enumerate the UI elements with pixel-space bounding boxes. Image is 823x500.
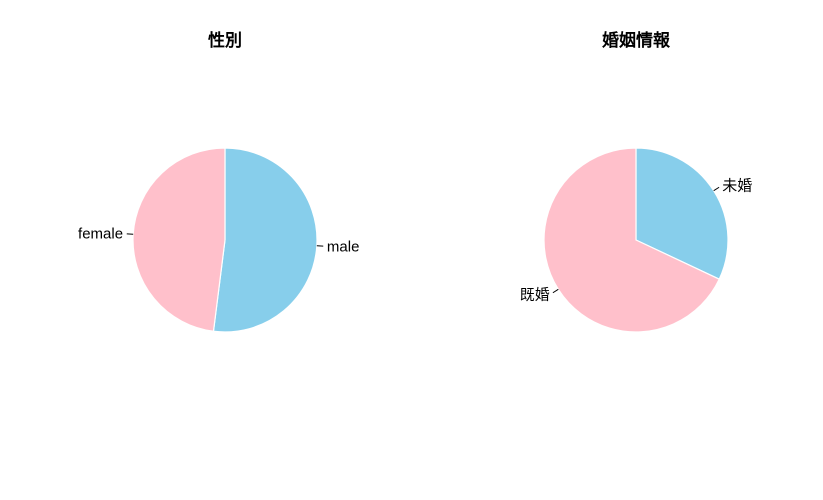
pie-slice-label: 既婚 [520,287,550,304]
pie-slice-label: male [327,238,360,255]
pie-leader-line [552,288,559,294]
pie-slice-label: female [78,226,123,243]
pie-leader-line [713,186,720,192]
pie-slice-label: 未婚 [722,177,752,194]
pie-slice-0 [212,147,318,333]
chart-title-gender: 性別 [208,30,242,51]
pie-slice-1 [132,147,226,332]
chart-title-marital: 婚姻情報 [602,30,671,51]
pie-slice-1 [543,147,721,333]
pie-chart-gender: 性別 male female [78,30,360,333]
